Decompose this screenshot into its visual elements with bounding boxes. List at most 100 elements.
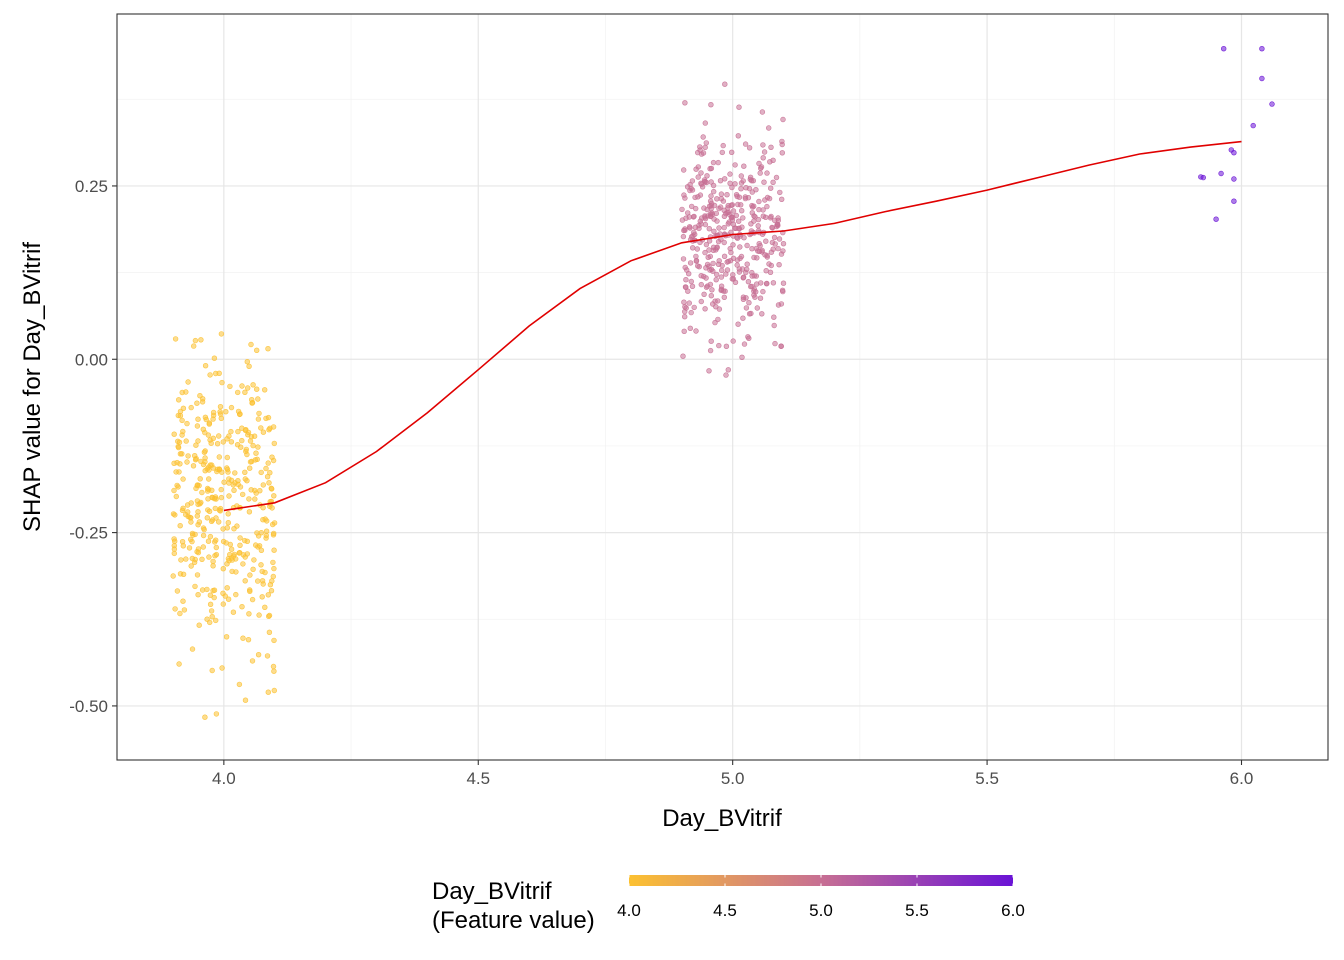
data-point-539 <box>740 275 746 281</box>
data-point-220 <box>235 389 241 396</box>
data-point-564 <box>694 149 701 156</box>
data-point-763 <box>712 298 718 304</box>
data-point-751 <box>751 288 757 294</box>
data-point-56 <box>202 714 208 720</box>
data-point-515 <box>760 155 766 161</box>
data-point-837 <box>732 181 738 187</box>
data-point-500 <box>743 305 750 311</box>
data-point-598 <box>745 279 752 285</box>
data-point-781 <box>692 224 699 231</box>
data-point-580 <box>735 133 741 139</box>
data-point-746 <box>711 228 717 235</box>
data-point-765 <box>718 274 725 280</box>
data-point-268 <box>246 363 252 369</box>
data-point-859 <box>699 184 706 190</box>
data-point-370 <box>217 404 224 410</box>
data-point-820 <box>682 195 688 201</box>
data-point-511 <box>691 304 697 311</box>
data-point-843 <box>702 213 708 219</box>
data-point-350 <box>207 372 213 378</box>
data-point-308 <box>271 547 277 553</box>
data-point-642 <box>739 354 745 360</box>
data-point-450 <box>688 203 695 210</box>
data-point-317 <box>186 545 193 551</box>
data-point-841 <box>683 284 689 290</box>
data-point-264 <box>250 566 256 572</box>
data-point-352 <box>225 596 232 602</box>
data-point-286 <box>180 405 187 411</box>
x-tick-label-4: 6.0 <box>1230 769 1254 788</box>
data-point-293 <box>212 505 219 512</box>
data-point-131 <box>242 469 248 475</box>
data-point-618 <box>764 203 770 210</box>
data-point-709 <box>761 179 767 185</box>
data-point-863 <box>1269 101 1275 107</box>
data-point-663 <box>737 244 743 250</box>
data-point-706 <box>702 306 708 312</box>
data-point-494 <box>757 295 764 301</box>
data-point-743 <box>770 246 776 252</box>
data-point-482 <box>687 260 694 266</box>
data-point-91 <box>191 343 197 349</box>
data-point-679 <box>753 281 760 287</box>
x-axis-title: Day_BVitrif <box>662 805 782 832</box>
data-point-191 <box>177 610 183 617</box>
data-point-790 <box>713 277 719 283</box>
data-point-380 <box>185 509 191 515</box>
data-point-214 <box>193 442 199 448</box>
data-point-88 <box>202 363 209 369</box>
data-point-774 <box>721 294 727 300</box>
data-point-409 <box>219 379 225 386</box>
data-point-134 <box>180 505 186 511</box>
data-point-33 <box>176 661 182 667</box>
data-point-552 <box>714 196 720 202</box>
data-point-262 <box>233 591 239 598</box>
data-point-519 <box>753 187 759 193</box>
data-point-231 <box>205 538 212 544</box>
data-point-605 <box>735 321 741 327</box>
data-point-720 <box>780 116 786 123</box>
data-point-279 <box>253 490 259 496</box>
data-point-831 <box>738 253 745 260</box>
data-point-270 <box>205 488 211 494</box>
data-point-468 <box>757 170 763 176</box>
data-point-626 <box>716 225 722 231</box>
data-point-309 <box>271 687 277 694</box>
data-point-719 <box>721 176 728 182</box>
data-point-739 <box>773 223 780 230</box>
data-point-585 <box>779 150 785 156</box>
data-point-696 <box>714 218 720 224</box>
data-point-633 <box>721 253 728 259</box>
data-point-342 <box>226 493 232 499</box>
data-point-581 <box>720 142 726 149</box>
data-point-425 <box>689 283 696 289</box>
data-point-850 <box>743 295 749 301</box>
data-point-323 <box>267 503 273 510</box>
data-point-146 <box>247 587 253 593</box>
data-point-97 <box>206 476 212 482</box>
data-point-832 <box>742 141 749 147</box>
legend-tick-label-0: 4.0 <box>617 901 641 920</box>
data-point-287 <box>264 518 270 524</box>
data-point-551 <box>777 189 783 196</box>
x-tick-label-1: 4.5 <box>466 769 490 788</box>
data-point-667 <box>718 267 725 274</box>
data-point-607 <box>756 206 762 213</box>
data-point-119 <box>175 444 182 451</box>
data-point-50 <box>247 465 253 471</box>
data-point-128 <box>195 416 201 422</box>
data-point-381 <box>180 598 186 604</box>
data-point-249 <box>188 563 194 569</box>
data-point-773 <box>707 281 714 288</box>
data-point-615 <box>698 170 704 176</box>
data-point-206 <box>175 484 181 490</box>
data-point-561 <box>708 293 714 299</box>
data-point-330 <box>171 460 177 466</box>
data-point-200 <box>252 496 258 502</box>
data-point-688 <box>679 217 686 223</box>
data-point-320 <box>200 544 207 550</box>
data-point-283 <box>254 386 260 392</box>
data-point-318 <box>262 387 268 393</box>
data-point-487 <box>765 125 772 131</box>
data-point-757 <box>721 239 727 246</box>
